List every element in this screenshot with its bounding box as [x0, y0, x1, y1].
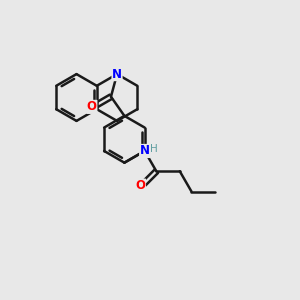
Text: H: H [150, 144, 158, 154]
Text: N: N [112, 68, 122, 81]
Text: N: N [140, 145, 150, 158]
Text: O: O [136, 179, 146, 192]
Text: O: O [87, 100, 97, 113]
